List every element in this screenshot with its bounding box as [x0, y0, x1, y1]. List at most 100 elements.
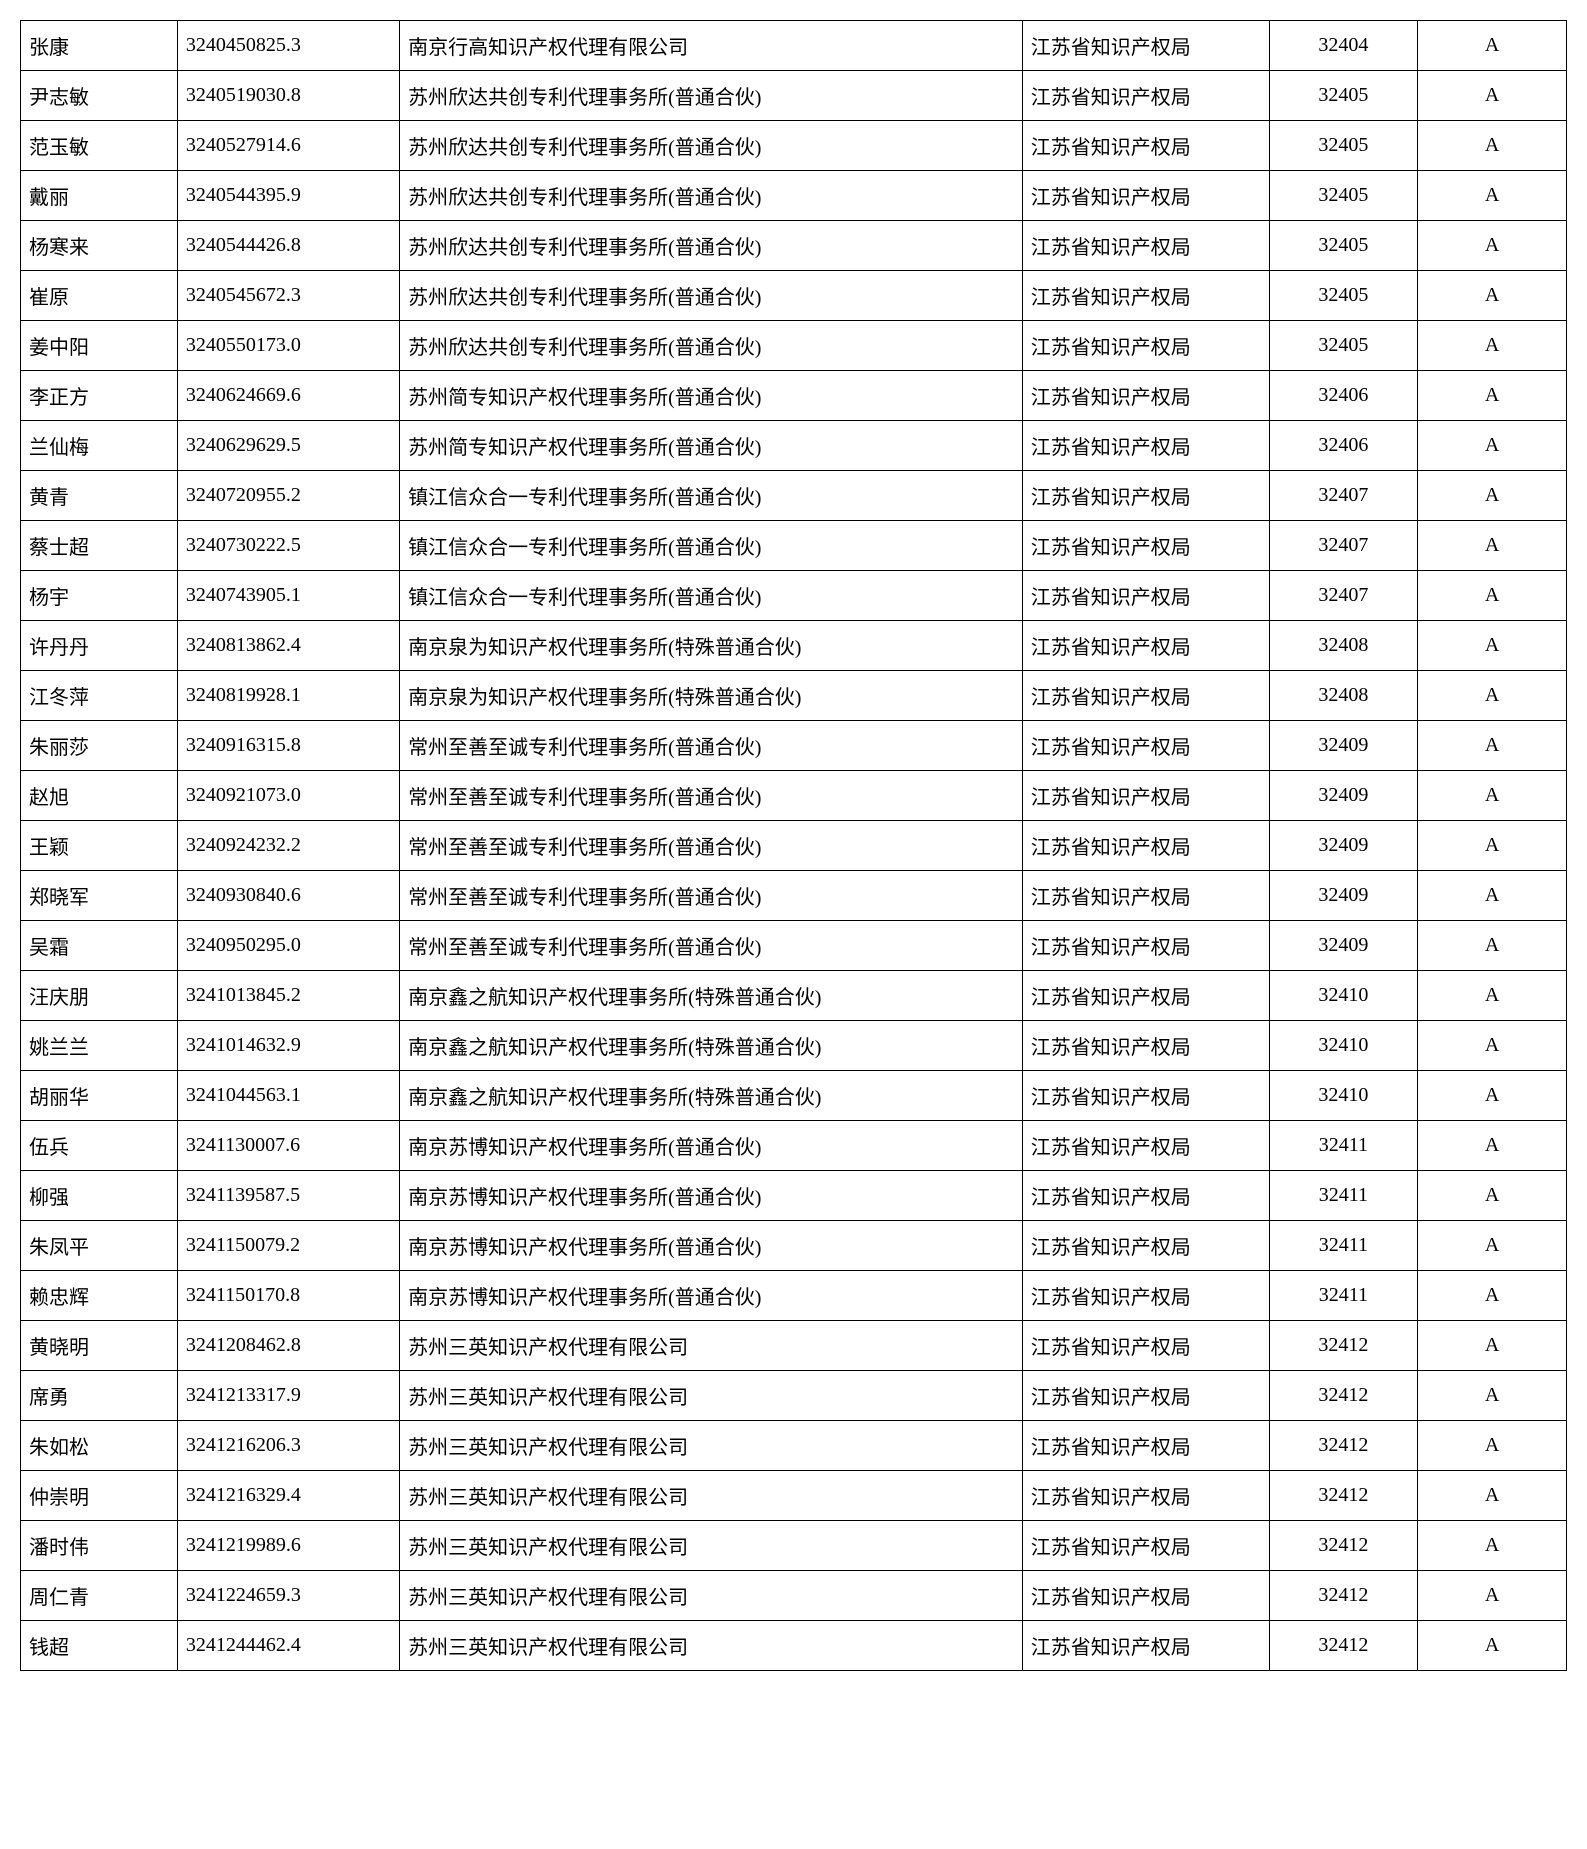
table-row: 黄晓明3241208462.8苏州三英知识产权代理有限公司江苏省知识产权局324… — [21, 1321, 1567, 1371]
cell-name: 朱凤平 — [21, 1221, 178, 1271]
cell-dept: 江苏省知识产权局 — [1022, 521, 1269, 571]
cell-org: 苏州欣达共创专利代理事务所(普通合伙) — [400, 271, 1023, 321]
cell-code: 32412 — [1269, 1521, 1418, 1571]
cell-id: 3241219989.6 — [177, 1521, 399, 1571]
cell-grade: A — [1418, 671, 1567, 721]
table-body: 张康3240450825.3南京行高知识产权代理有限公司江苏省知识产权局3240… — [21, 21, 1567, 1671]
cell-dept: 江苏省知识产权局 — [1022, 771, 1269, 821]
cell-code: 32409 — [1269, 771, 1418, 821]
cell-dept: 江苏省知识产权局 — [1022, 671, 1269, 721]
cell-dept: 江苏省知识产权局 — [1022, 171, 1269, 221]
cell-name: 蔡士超 — [21, 521, 178, 571]
cell-grade: A — [1418, 521, 1567, 571]
cell-id: 3241139587.5 — [177, 1171, 399, 1221]
cell-org: 苏州三英知识产权代理有限公司 — [400, 1421, 1023, 1471]
cell-name: 姚兰兰 — [21, 1021, 178, 1071]
table-row: 汪庆朋3241013845.2南京鑫之航知识产权代理事务所(特殊普通合伙)江苏省… — [21, 971, 1567, 1021]
cell-code: 32412 — [1269, 1371, 1418, 1421]
cell-org: 苏州欣达共创专利代理事务所(普通合伙) — [400, 221, 1023, 271]
cell-name: 兰仙梅 — [21, 421, 178, 471]
cell-name: 朱如松 — [21, 1421, 178, 1471]
cell-grade: A — [1418, 1621, 1567, 1671]
cell-org: 南京苏博知识产权代理事务所(普通合伙) — [400, 1221, 1023, 1271]
cell-name: 杨宇 — [21, 571, 178, 621]
cell-org: 苏州三英知识产权代理有限公司 — [400, 1321, 1023, 1371]
table-row: 仲崇明3241216329.4苏州三英知识产权代理有限公司江苏省知识产权局324… — [21, 1471, 1567, 1521]
cell-grade: A — [1418, 1321, 1567, 1371]
cell-name: 杨寒来 — [21, 221, 178, 271]
cell-id: 3240813862.4 — [177, 621, 399, 671]
cell-grade: A — [1418, 1021, 1567, 1071]
table-row: 胡丽华3241044563.1南京鑫之航知识产权代理事务所(特殊普通合伙)江苏省… — [21, 1071, 1567, 1121]
cell-code: 32405 — [1269, 271, 1418, 321]
cell-id: 3241044563.1 — [177, 1071, 399, 1121]
cell-id: 3240916315.8 — [177, 721, 399, 771]
cell-id: 3240921073.0 — [177, 771, 399, 821]
cell-grade: A — [1418, 71, 1567, 121]
table-row: 江冬萍3240819928.1南京泉为知识产权代理事务所(特殊普通合伙)江苏省知… — [21, 671, 1567, 721]
cell-id: 3240550173.0 — [177, 321, 399, 371]
cell-grade: A — [1418, 1421, 1567, 1471]
cell-id: 3241130007.6 — [177, 1121, 399, 1171]
cell-dept: 江苏省知识产权局 — [1022, 571, 1269, 621]
cell-dept: 江苏省知识产权局 — [1022, 121, 1269, 171]
cell-grade: A — [1418, 1171, 1567, 1221]
table-row: 赖忠辉3241150170.8南京苏博知识产权代理事务所(普通合伙)江苏省知识产… — [21, 1271, 1567, 1321]
table-row: 姚兰兰3241014632.9南京鑫之航知识产权代理事务所(特殊普通合伙)江苏省… — [21, 1021, 1567, 1071]
cell-grade: A — [1418, 1471, 1567, 1521]
cell-code: 32405 — [1269, 221, 1418, 271]
cell-id: 3240545672.3 — [177, 271, 399, 321]
cell-org: 常州至善至诚专利代理事务所(普通合伙) — [400, 921, 1023, 971]
cell-org: 苏州三英知识产权代理有限公司 — [400, 1621, 1023, 1671]
cell-id: 3241150079.2 — [177, 1221, 399, 1271]
cell-dept: 江苏省知识产权局 — [1022, 871, 1269, 921]
cell-org: 苏州三英知识产权代理有限公司 — [400, 1571, 1023, 1621]
cell-grade: A — [1418, 1571, 1567, 1621]
table-row: 范玉敏3240527914.6苏州欣达共创专利代理事务所(普通合伙)江苏省知识产… — [21, 121, 1567, 171]
cell-dept: 江苏省知识产权局 — [1022, 1571, 1269, 1621]
cell-name: 汪庆朋 — [21, 971, 178, 1021]
table-row: 柳强3241139587.5南京苏博知识产权代理事务所(普通合伙)江苏省知识产权… — [21, 1171, 1567, 1221]
table-row: 崔原3240545672.3苏州欣达共创专利代理事务所(普通合伙)江苏省知识产权… — [21, 271, 1567, 321]
cell-dept: 江苏省知识产权局 — [1022, 1021, 1269, 1071]
table-row: 席勇3241213317.9苏州三英知识产权代理有限公司江苏省知识产权局3241… — [21, 1371, 1567, 1421]
cell-dept: 江苏省知识产权局 — [1022, 371, 1269, 421]
cell-id: 3240819928.1 — [177, 671, 399, 721]
cell-name: 王颖 — [21, 821, 178, 871]
cell-name: 仲崇明 — [21, 1471, 178, 1521]
cell-id: 3240930840.6 — [177, 871, 399, 921]
cell-org: 南京苏博知识产权代理事务所(普通合伙) — [400, 1271, 1023, 1321]
cell-grade: A — [1418, 171, 1567, 221]
cell-name: 尹志敏 — [21, 71, 178, 121]
cell-code: 32412 — [1269, 1421, 1418, 1471]
cell-id: 3241150170.8 — [177, 1271, 399, 1321]
cell-name: 黄晓明 — [21, 1321, 178, 1371]
cell-name: 朱丽莎 — [21, 721, 178, 771]
cell-grade: A — [1418, 871, 1567, 921]
cell-grade: A — [1418, 321, 1567, 371]
cell-code: 32406 — [1269, 421, 1418, 471]
cell-org: 苏州三英知识产权代理有限公司 — [400, 1521, 1023, 1571]
table-row: 张康3240450825.3南京行高知识产权代理有限公司江苏省知识产权局3240… — [21, 21, 1567, 71]
cell-name: 潘时伟 — [21, 1521, 178, 1571]
cell-dept: 江苏省知识产权局 — [1022, 1071, 1269, 1121]
cell-id: 3241224659.3 — [177, 1571, 399, 1621]
cell-grade: A — [1418, 371, 1567, 421]
cell-grade: A — [1418, 471, 1567, 521]
cell-id: 3241244462.4 — [177, 1621, 399, 1671]
cell-grade: A — [1418, 571, 1567, 621]
cell-id: 3240924232.2 — [177, 821, 399, 871]
cell-grade: A — [1418, 21, 1567, 71]
cell-code: 32405 — [1269, 321, 1418, 371]
cell-code: 32410 — [1269, 971, 1418, 1021]
cell-code: 32408 — [1269, 621, 1418, 671]
cell-org: 镇江信众合一专利代理事务所(普通合伙) — [400, 471, 1023, 521]
cell-name: 戴丽 — [21, 171, 178, 221]
cell-grade: A — [1418, 221, 1567, 271]
table-row: 尹志敏3240519030.8苏州欣达共创专利代理事务所(普通合伙)江苏省知识产… — [21, 71, 1567, 121]
cell-org: 苏州简专知识产权代理事务所(普通合伙) — [400, 371, 1023, 421]
cell-dept: 江苏省知识产权局 — [1022, 21, 1269, 71]
cell-org: 苏州三英知识产权代理有限公司 — [400, 1371, 1023, 1421]
cell-org: 常州至善至诚专利代理事务所(普通合伙) — [400, 821, 1023, 871]
cell-grade: A — [1418, 1221, 1567, 1271]
